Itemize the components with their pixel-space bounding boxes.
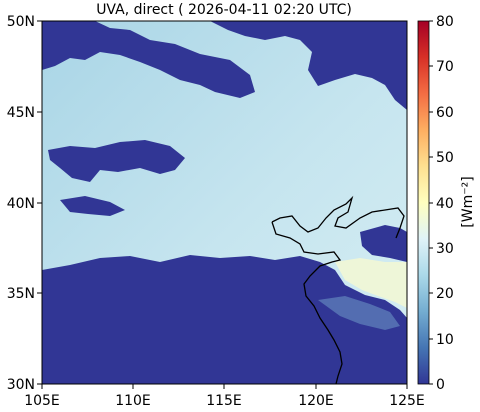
x-tick-label: 105E <box>24 393 60 409</box>
colorbar-tick-label: 20 <box>436 286 454 302</box>
x-tick-label: 125E <box>389 393 425 409</box>
high-uva-regions <box>318 258 407 330</box>
colorbar-label: [Wm⁻²] <box>460 176 476 227</box>
x-tick-label: 115E <box>206 393 242 409</box>
x-tick-label: 120E <box>298 393 334 409</box>
colorbar <box>417 20 430 385</box>
colorbar-tick-label: 60 <box>436 105 454 121</box>
y-tick-label: 30N <box>7 377 35 393</box>
colorbar-tick-label: 30 <box>436 241 454 257</box>
colorbar-tick-label: 80 <box>436 14 454 30</box>
map-panel <box>42 21 407 384</box>
y-tick-label: 40N <box>7 196 35 212</box>
y-tick-label: 50N <box>7 14 35 30</box>
colorbar-tick-label: 50 <box>436 150 454 166</box>
x-tick-label: 110E <box>115 393 151 409</box>
low-uva-regions <box>42 21 407 384</box>
colorbar-tick-label: 70 <box>436 59 454 75</box>
y-tick-label: 45N <box>7 105 35 121</box>
axis-ticks <box>37 20 408 389</box>
colorbar-tick-label: 10 <box>436 332 454 348</box>
chart-title: UVA, direct ( 2026-04-11 02:20 UTC) <box>96 2 352 18</box>
coastline <box>271 195 405 384</box>
y-tick-label: 35N <box>7 286 35 302</box>
colorbar-tick-label: 40 <box>436 196 454 212</box>
colorbar-tick-label: 0 <box>436 377 445 393</box>
colorbar-ticks <box>429 20 433 385</box>
